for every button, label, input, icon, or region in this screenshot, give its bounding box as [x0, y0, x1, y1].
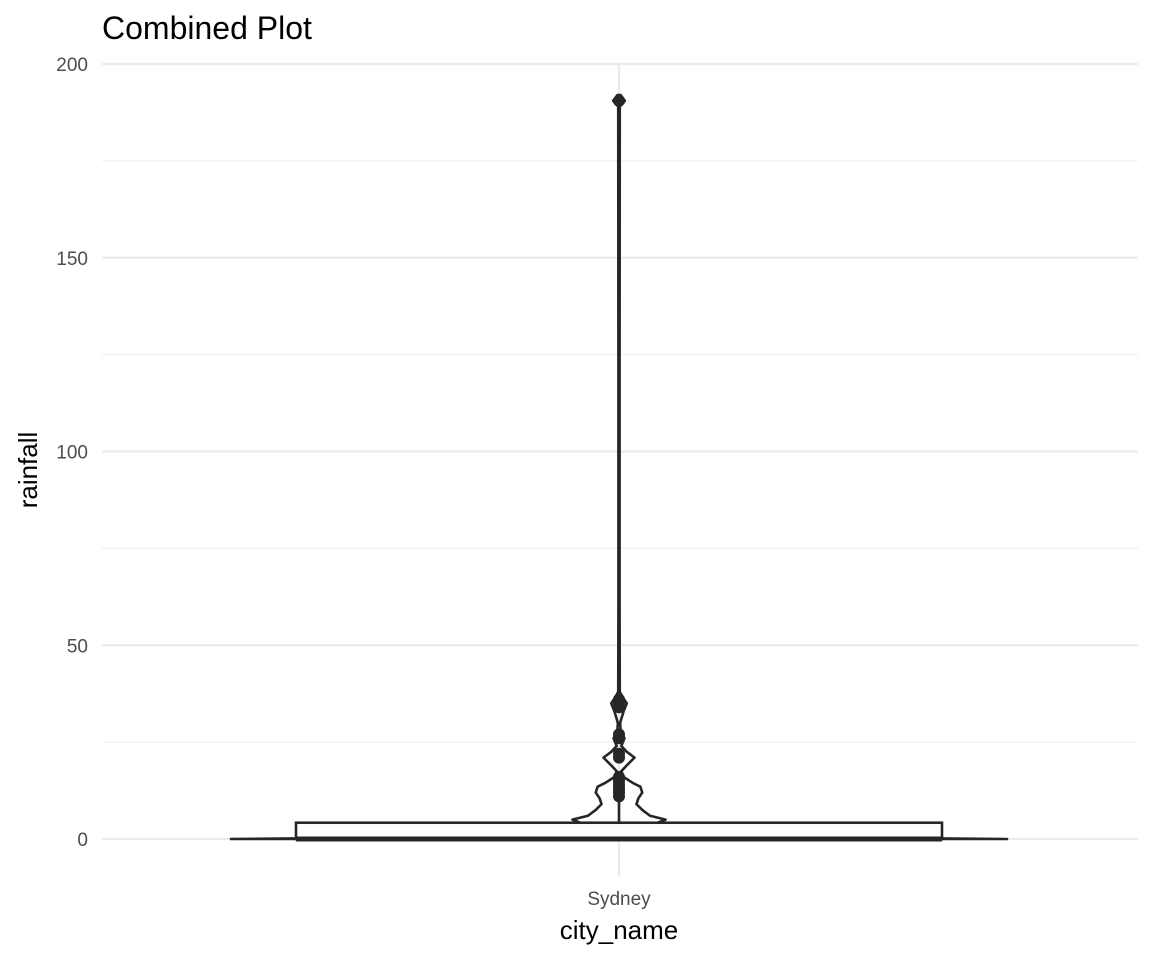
boxplot-layer: [294, 798, 944, 842]
x-axis-ticks: Sydney: [587, 889, 651, 910]
y-tick-label-0: 0: [77, 830, 88, 851]
x-tick-label-sydney: Sydney: [587, 889, 651, 910]
y-axis-ticks: 0 50 100 150 200: [56, 55, 88, 851]
outlier-point-12: [613, 693, 625, 706]
y-tick-label-200: 200: [56, 55, 88, 76]
outlier-point-5: [613, 771, 625, 783]
y-tick-label-100: 100: [56, 443, 88, 464]
y-tick-label-150: 150: [56, 249, 88, 270]
outlier-point-9: [613, 728, 625, 741]
outlier-point-7: [613, 747, 625, 760]
y-axis-title: rainfall: [13, 432, 43, 509]
violin-sydney: [229, 93, 1009, 841]
chart-title: Combined Plot: [102, 10, 312, 46]
y-tick-label-50: 50: [67, 636, 88, 657]
violin-layer: [229, 93, 1009, 841]
x-axis-title: city_name: [560, 915, 679, 945]
outlier-points: [613, 94, 625, 803]
outlier-point-13: [613, 94, 625, 107]
